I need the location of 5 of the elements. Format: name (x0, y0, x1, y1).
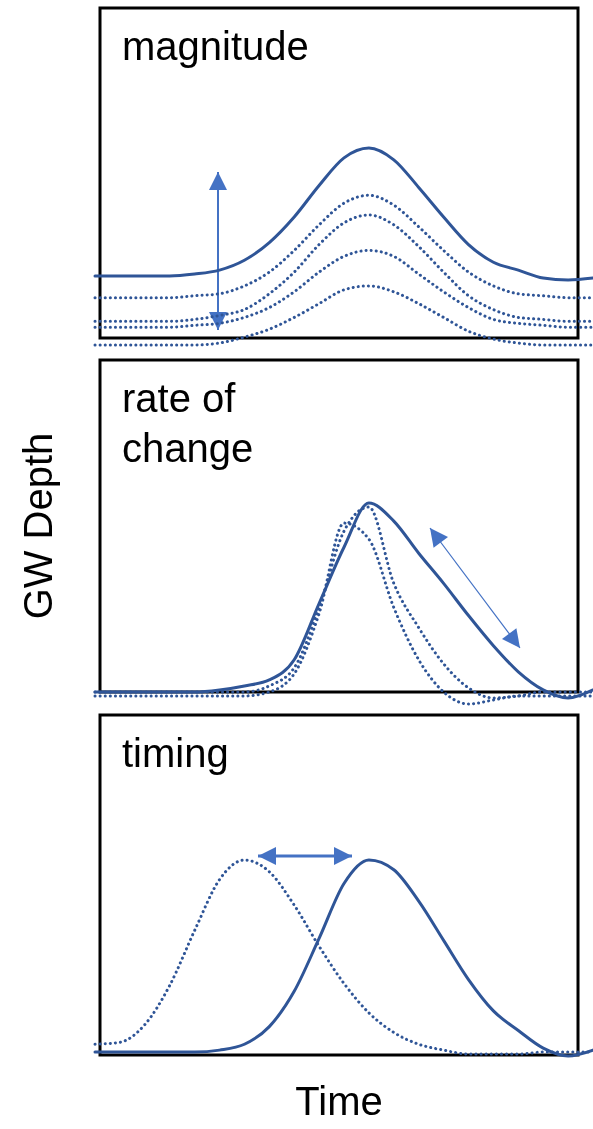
chart-title: magnitude (122, 24, 309, 68)
y-axis-title: GW Depth (16, 432, 60, 620)
chart-title: timing (122, 731, 229, 775)
chart-title: rate of change (122, 376, 254, 470)
x-axis-title: Time (295, 1079, 383, 1123)
